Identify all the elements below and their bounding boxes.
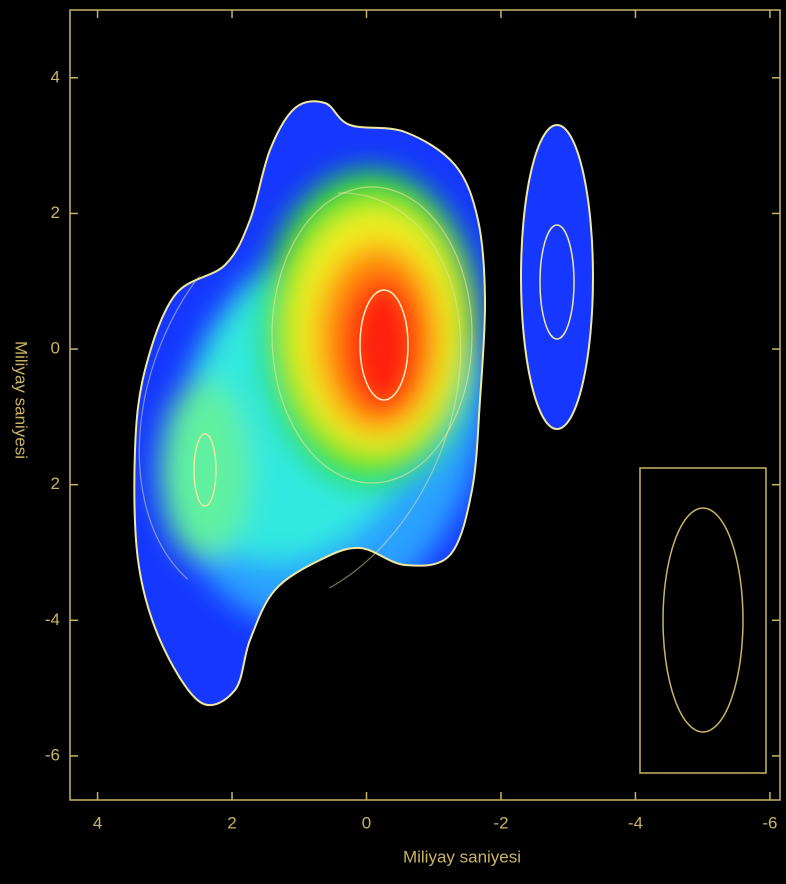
page: Miliyay saniyesi Miliyay saniyesi 4 2 0 -2 -… bbox=[0, 0, 786, 884]
y-tick-label: -6 bbox=[45, 745, 60, 764]
y-tick-label: -4 bbox=[45, 610, 60, 629]
y-tick-label: 2 bbox=[51, 474, 60, 493]
emission-layer bbox=[342, 275, 422, 415]
x-tick-label: 2 bbox=[227, 813, 236, 832]
x-axis-label: Miliyay saniyesi bbox=[403, 847, 521, 866]
secondary-component bbox=[521, 125, 593, 429]
x-tick-label: 4 bbox=[93, 813, 102, 832]
y-tick-label: 0 bbox=[51, 339, 60, 358]
x-tick-label: -4 bbox=[628, 813, 643, 832]
x-tick-label: -2 bbox=[493, 813, 508, 832]
chart: Miliyay saniyesi Miliyay saniyesi 4 2 0 -2 -… bbox=[0, 0, 786, 884]
emission-layer bbox=[160, 380, 250, 560]
y-tick-label: 4 bbox=[51, 67, 60, 86]
x-tick-label: 0 bbox=[362, 813, 371, 832]
y-tick-label: 2 bbox=[51, 203, 60, 222]
x-tick-label: -6 bbox=[762, 813, 777, 832]
y-axis-label: Miliyay saniyesi bbox=[12, 341, 31, 459]
